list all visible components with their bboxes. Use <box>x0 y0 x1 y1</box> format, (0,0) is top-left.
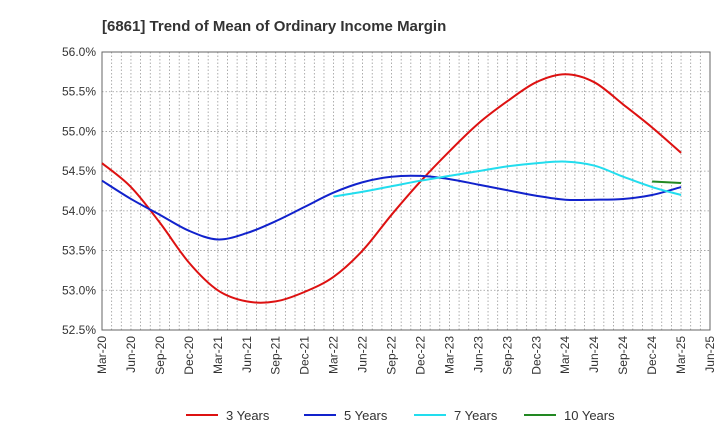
x-tick-label: Mar-23 <box>442 336 456 374</box>
x-tick-label: Sep-23 <box>500 336 514 375</box>
x-tick-label: Mar-25 <box>674 336 688 374</box>
y-tick-label: 53.5% <box>62 244 96 258</box>
legend-label: 10 Years <box>564 408 615 423</box>
y-axis: 52.5% 53.0% 53.5% 54.0% 54.5% 55.0% 55.5% 56.0% <box>62 45 96 337</box>
x-tick-label: Mar-21 <box>211 336 225 374</box>
y-tick-label: 55.0% <box>62 124 96 138</box>
x-tick-label: Sep-24 <box>616 336 630 375</box>
x-tick-label: Mar-20 <box>95 336 109 374</box>
legend-label: 7 Years <box>454 408 498 423</box>
series-line-7-years <box>333 160 682 198</box>
series-line-3-years <box>101 73 682 304</box>
x-tick-label: Sep-22 <box>385 336 399 375</box>
x-tick-label: Mar-22 <box>327 336 341 374</box>
x-tick-label: Jun-22 <box>356 336 370 373</box>
legend: 3 Years 5 Years 7 Years 10 Years <box>186 408 615 423</box>
x-tick-label: Dec-23 <box>529 336 543 375</box>
y-tick-label: 55.5% <box>62 85 96 99</box>
y-tick-label: 56.0% <box>62 45 96 59</box>
x-tick-label: Mar-24 <box>558 336 572 374</box>
x-tick-label: Sep-21 <box>269 336 283 375</box>
plot-frame <box>101 51 711 331</box>
x-tick-label: Dec-24 <box>645 336 659 375</box>
x-tick-label: Dec-22 <box>413 336 427 375</box>
y-tick-label: 54.5% <box>62 164 96 178</box>
y-tick-label: 52.5% <box>62 323 96 337</box>
x-tick-label: Dec-20 <box>182 336 196 375</box>
x-tick-label: Jun-25 <box>703 336 717 373</box>
legend-label: 5 Years <box>344 408 388 423</box>
x-tick-label: Jun-20 <box>124 336 138 373</box>
x-axis: Mar-20 Jun-20 Sep-20 Dec-20 Mar-21 Jun-21 Sep-… <box>95 336 717 375</box>
x-tick-label: Jun-21 <box>240 336 254 373</box>
grid <box>102 52 710 330</box>
series-group <box>101 73 682 304</box>
y-tick-label: 53.0% <box>62 283 96 297</box>
x-tick-label: Dec-21 <box>298 336 312 375</box>
series-line-5-years <box>101 174 682 241</box>
legend-label: 3 Years <box>226 408 270 423</box>
y-tick-label: 54.0% <box>62 204 96 218</box>
x-tick-label: Jun-24 <box>587 336 601 373</box>
chart-title: [6861] Trend of Mean of Ordinary Income … <box>102 18 446 35</box>
series-line-10-years <box>652 180 682 185</box>
x-tick-label: Jun-23 <box>471 336 485 373</box>
x-tick-label: Sep-20 <box>153 336 167 375</box>
